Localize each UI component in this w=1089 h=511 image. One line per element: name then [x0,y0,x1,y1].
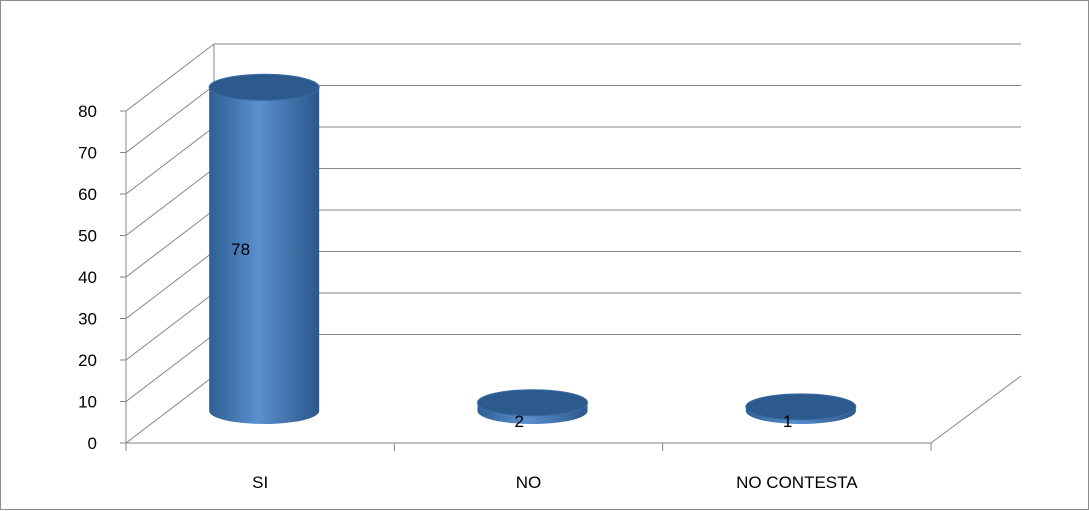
grid-depth-line [125,251,215,319]
data-label: 2 [515,412,524,431]
grid-depth-line [125,334,215,402]
labels: 78 2 1 SI NO NO CONTESTA [231,240,858,492]
bar-top [208,73,320,101]
axes: 0 10 20 30 40 50 60 70 80 [78,102,1022,453]
data-label: 78 [231,240,250,259]
x-category-label: NO CONTESTA [736,473,858,492]
bar [745,393,857,425]
y-tick-label: 40 [78,268,97,287]
bars [208,73,857,425]
y-tick-label: 50 [78,227,97,246]
grid-depth-line [125,209,215,278]
grid-depth-line [125,85,215,153]
grid-depth-line [125,292,215,361]
bar [477,389,588,425]
x-category-label: NO [516,473,542,492]
bar [208,73,320,424]
y-tick-label: 30 [78,310,97,329]
x-category-label: SI [252,473,268,492]
grid-depth-line [125,375,215,444]
y-tick-label: 0 [88,434,97,453]
y-tick-label: 60 [78,185,97,204]
bar-top [745,393,857,421]
grid-depth-line [125,126,215,195]
y-tick-label: 70 [78,144,97,163]
bar-body [209,87,320,424]
y-tick-label: 80 [78,102,97,121]
grid-depth-line [125,43,215,112]
grid-depth-line [125,168,215,236]
y-tick-label: 20 [78,351,97,370]
data-label: 1 [783,412,792,431]
y-tick-label: 10 [78,393,97,412]
bar-top [477,389,588,417]
